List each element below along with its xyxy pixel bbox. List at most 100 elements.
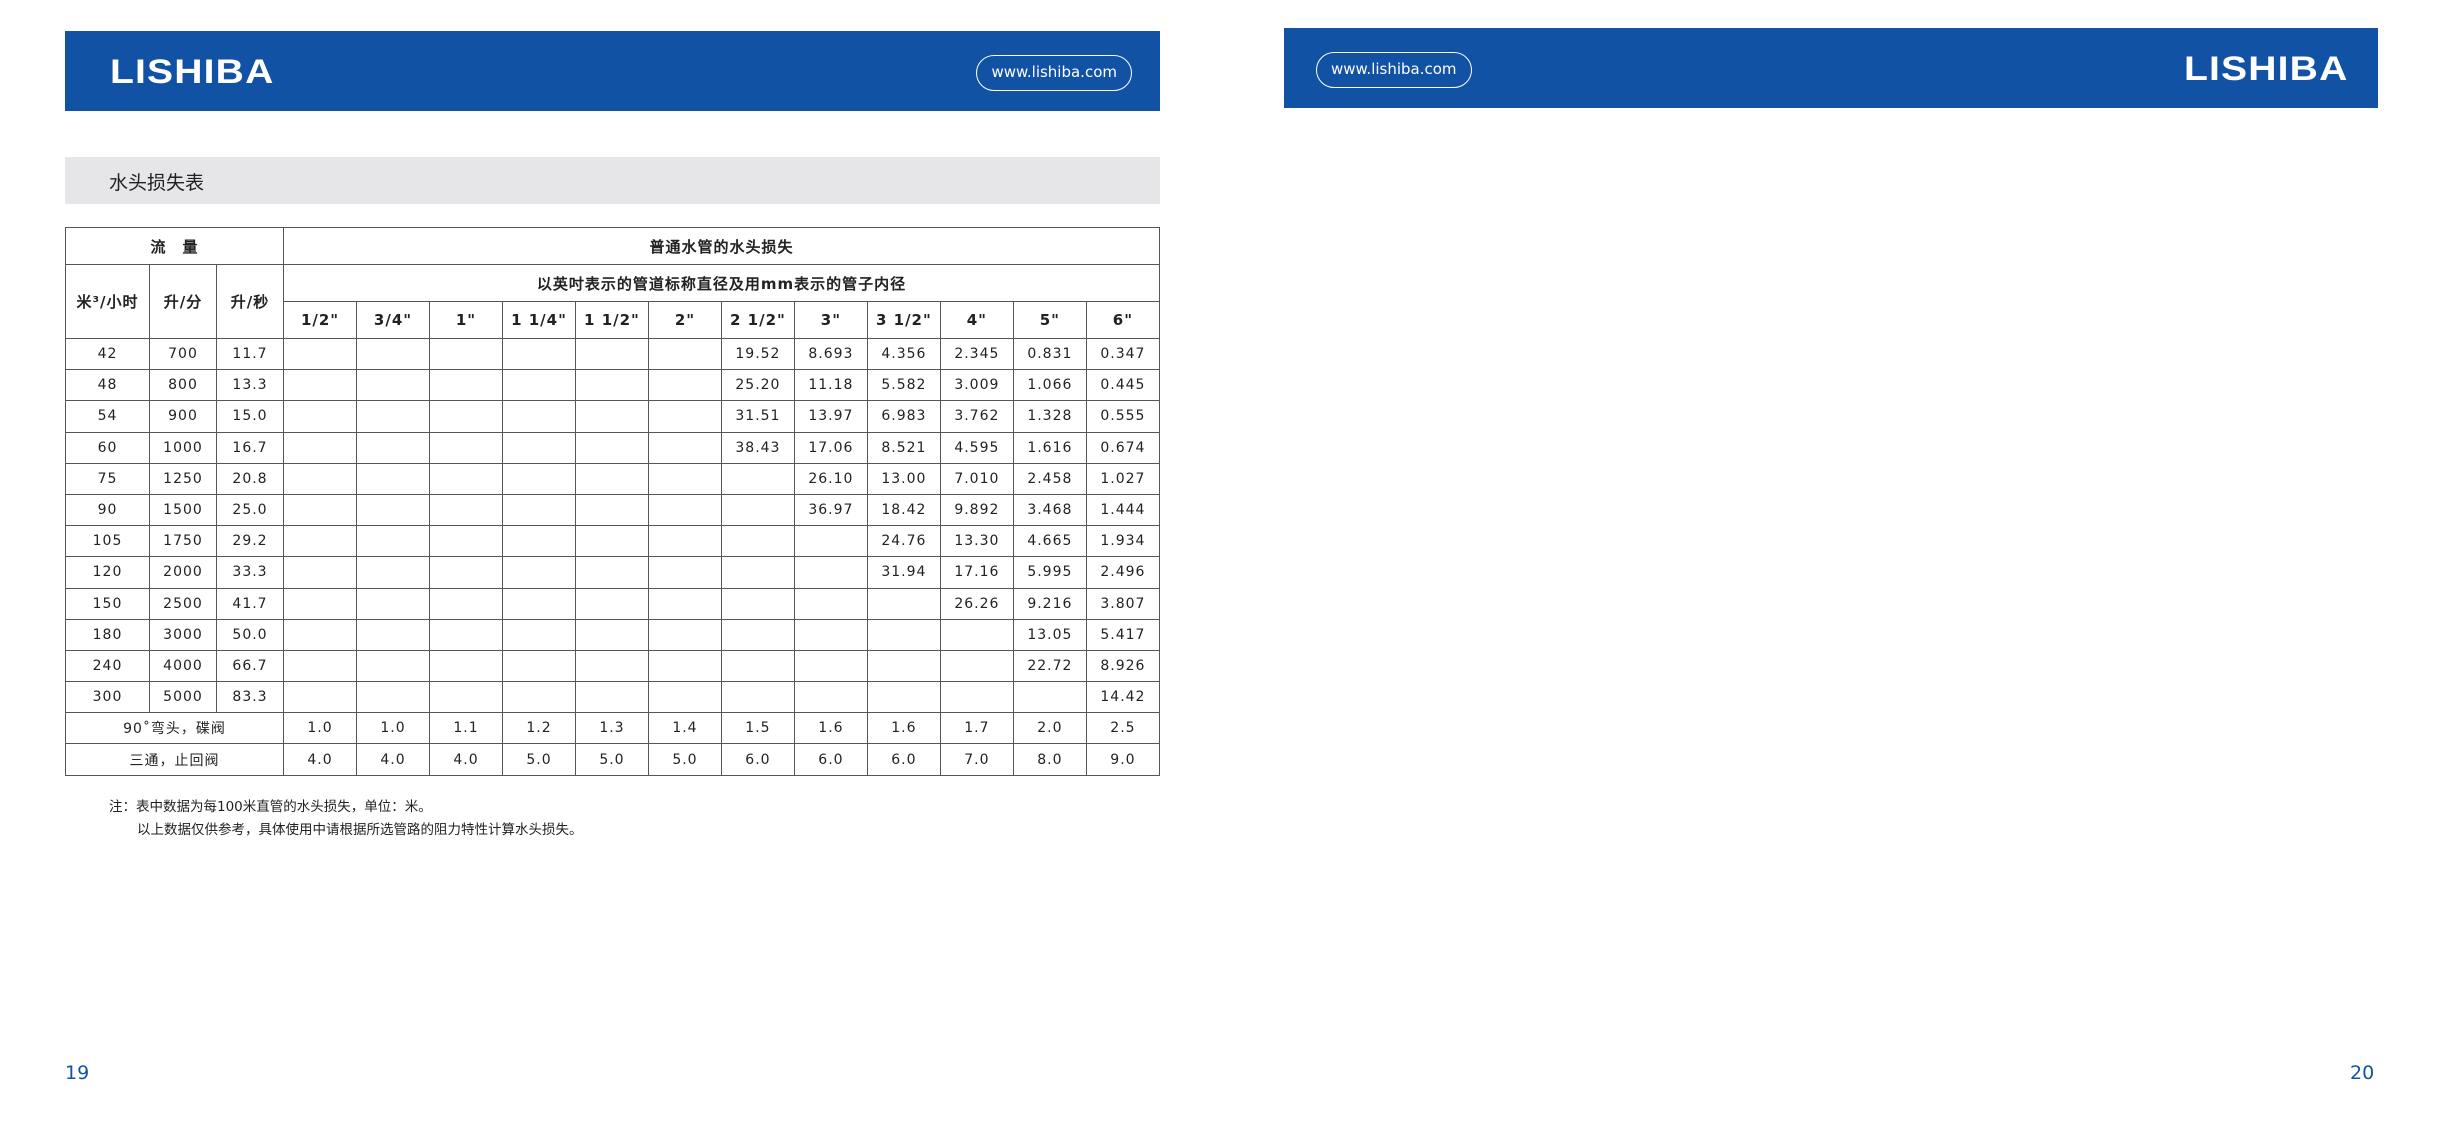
lishiba-logo: LISHIBA [2184, 50, 2349, 88]
table-cell [574, 493, 649, 527]
table-cell [501, 587, 576, 620]
table-cell: 0.831 [1012, 337, 1087, 371]
table-cell: 18.42 [866, 493, 941, 527]
table-row: 90 1500 25.0 36.97 18.42 9.892 3.468 1.444 [65, 493, 1161, 527]
header-bar-left: LISHIBA www.lishiba.com [65, 31, 1160, 111]
table-cell [720, 493, 795, 527]
head-loss-table: 流 量 普通水管的水头损失 米³/小时 升/分 升/秒 以英吋表示的管道标称直径… [64, 227, 1161, 776]
table-cell: 17.16 [939, 556, 1014, 589]
table-cell [501, 649, 576, 683]
table-cell: 1.066 [1012, 369, 1087, 402]
table-cell [866, 681, 941, 714]
table-cell: 6.0 [866, 743, 941, 776]
table-cell: 17.06 [793, 431, 868, 464]
lishiba-logo: LISHIBA [110, 53, 275, 91]
flow-header: 流 量 [64, 227, 285, 265]
table-cell: 2.345 [939, 337, 1014, 371]
table-cell [283, 618, 358, 651]
table-cell [356, 462, 430, 495]
pipe-size-header: 6" [1085, 301, 1161, 339]
table-cell [647, 462, 722, 495]
table-cell: 1.616 [1012, 431, 1087, 464]
table-cell [501, 431, 576, 464]
fitting-row: 三通，止回阀 4.0 4.0 4.0 5.0 5.0 5.0 6.0 6.0 6.0 7.0 8.0 9… [64, 743, 1161, 776]
table-cell [356, 649, 430, 683]
table-cell [429, 431, 503, 464]
table-cell [283, 587, 358, 620]
table-cell [501, 556, 576, 589]
table-cell: 26.26 [939, 587, 1014, 620]
table-row: 54 900 15.0 31.51 13.97 6.983 3.762 1.328 0.555 [65, 400, 1161, 433]
table-cell: 6.983 [866, 400, 941, 433]
table-cell [283, 493, 358, 527]
pipe-size-header: 3/4" [356, 301, 430, 339]
table-cell: 6.0 [793, 743, 868, 776]
table-cell [501, 525, 576, 558]
table-cell [356, 369, 430, 402]
table-cell [647, 369, 722, 402]
table-cell [283, 525, 358, 558]
table-cell [283, 556, 358, 589]
table-cell: 1.3 [574, 712, 649, 745]
table-cell: 83.3 [215, 681, 285, 714]
table-cell [793, 556, 868, 589]
table-cell [574, 556, 649, 589]
table-cell [574, 649, 649, 683]
table-cell [429, 337, 503, 371]
table-cell: 31.51 [720, 400, 795, 433]
table-cell [939, 618, 1014, 651]
table-cell [356, 431, 430, 464]
table-cell: 1.5 [720, 712, 795, 745]
table-cell [647, 337, 722, 371]
table-cell [866, 649, 941, 683]
table-cell [793, 649, 868, 683]
note-line-1: 注：表中数据为每100米直管的水头损失，单位：米。 [109, 799, 432, 815]
table-cell: 5.0 [574, 743, 649, 776]
table-cell: 180 [65, 618, 150, 651]
table-cell: 13.30 [939, 525, 1014, 558]
table-cell: 19.52 [720, 337, 795, 371]
page-number-right: 20 [2350, 1062, 2375, 1084]
table-cell [720, 462, 795, 495]
table-row: 75 1250 20.8 26.10 13.00 7.010 2.458 1.027 [65, 462, 1161, 495]
table-cell [283, 431, 358, 464]
table-cell [647, 681, 722, 714]
table-cell: 1.6 [866, 712, 941, 745]
website-link[interactable]: www.lishiba.com [976, 55, 1132, 91]
table-cell: 66.7 [215, 649, 285, 683]
table-cell: 5.417 [1085, 618, 1161, 651]
table-cell: 75 [65, 462, 150, 495]
table-cell: 900 [149, 400, 217, 433]
table-cell: 5000 [149, 681, 217, 714]
table-cell: 1.934 [1085, 525, 1161, 558]
fitting-label: 90˚弯头，碟阀 [64, 712, 285, 745]
table-cell: 8.521 [866, 431, 941, 464]
website-link[interactable]: www.lishiba.com [1316, 52, 1472, 88]
table-cell: 15.0 [215, 400, 285, 433]
table-cell: 41.7 [215, 587, 285, 620]
table-row: 60 1000 16.7 38.43 17.06 8.521 4.595 1.616 0.674 [65, 431, 1161, 464]
table-cell: 4000 [149, 649, 217, 683]
table-cell: 33.3 [215, 556, 285, 589]
table-cell: 4.0 [429, 743, 503, 776]
table-row: 105 1750 29.2 24.76 13.30 4.665 1.934 [65, 525, 1161, 558]
table-cell: 1.2 [501, 712, 576, 745]
table-cell [1012, 681, 1087, 714]
table-cell: 42 [65, 337, 150, 371]
table-cell: 13.05 [1012, 618, 1087, 651]
table-cell: 1.6 [793, 712, 868, 745]
table-cell [501, 369, 576, 402]
table-cell [647, 649, 722, 683]
table-cell: 1.4 [647, 712, 722, 745]
table-cell: 1.1 [429, 712, 503, 745]
table-cell: 29.2 [215, 525, 285, 558]
table-cell: 8.693 [793, 337, 868, 371]
fitting-row: 90˚弯头，碟阀 1.0 1.0 1.1 1.2 1.3 1.4 1.5 1.6 1.6 1.7 2.… [64, 712, 1161, 745]
table-cell: 1000 [149, 431, 217, 464]
unit-m3h: 米³/小时 [65, 264, 150, 339]
table-cell: 16.7 [215, 431, 285, 464]
table-cell: 1500 [149, 493, 217, 527]
table-cell [429, 369, 503, 402]
table-cell: 2.496 [1085, 556, 1161, 589]
page-number-left: 19 [65, 1062, 90, 1084]
